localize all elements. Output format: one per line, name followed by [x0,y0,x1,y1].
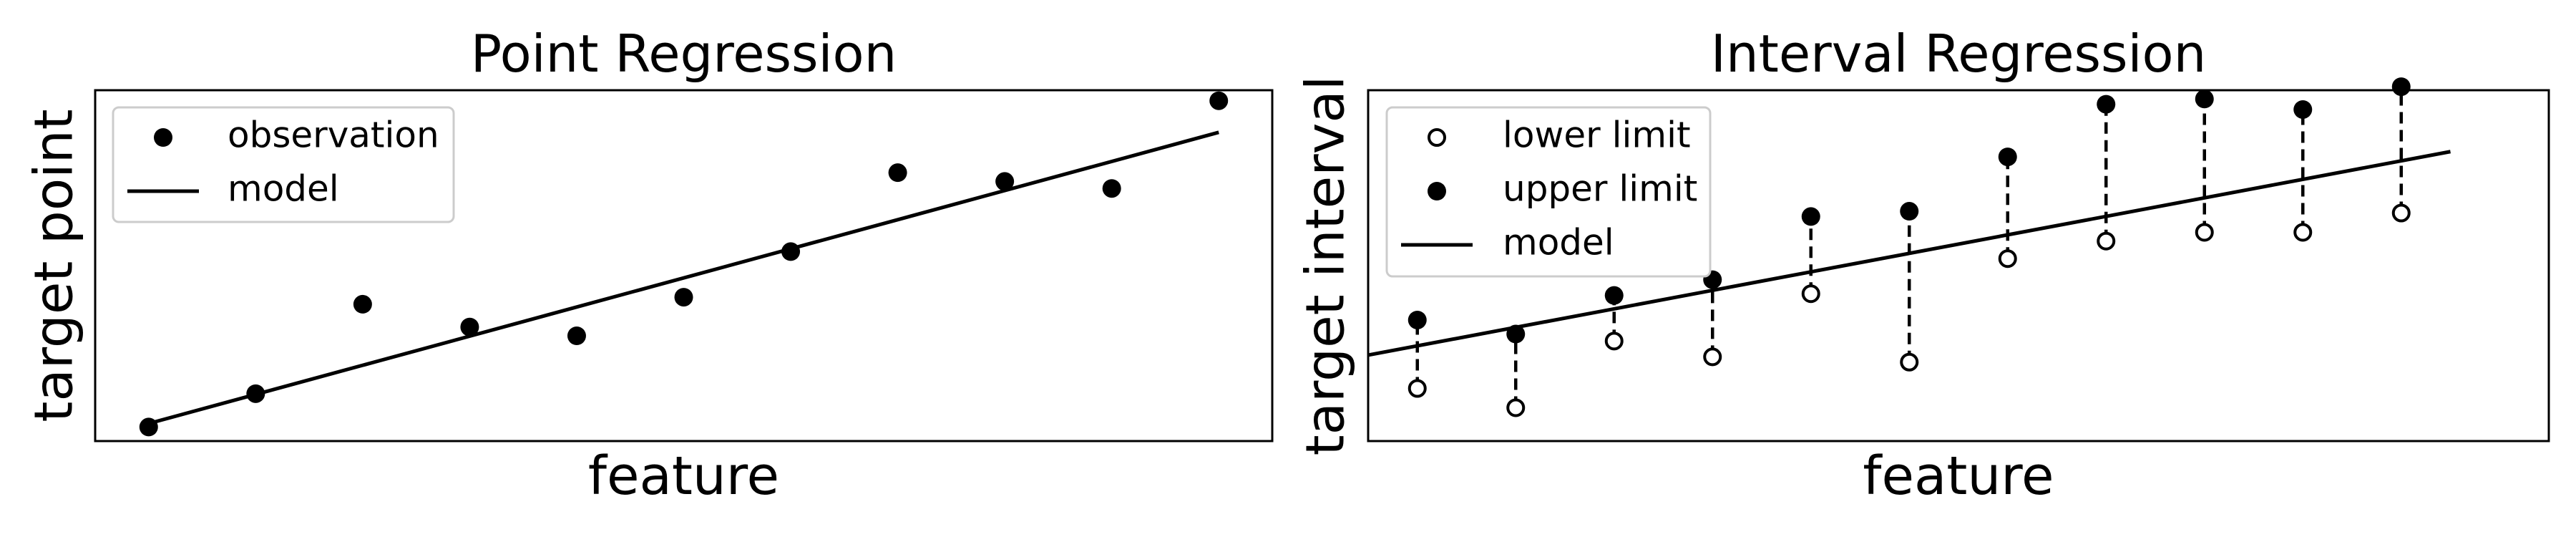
upper-limit-point [2293,100,2313,119]
lower-limit-point [1703,347,1722,367]
upper-limit-point [2391,77,2411,97]
lower-limit-point [1604,332,1624,351]
upper-limit-point [1407,310,1427,329]
interval-regression-title: Interval Regression [1711,24,2206,84]
lower-limit-point [1506,398,1526,417]
observation-point [888,163,907,183]
interval-regression-x-axis-label: feature [1863,445,2054,507]
interval-regression-legend-markers [1401,128,1473,247]
point-regression-panel: Point Regression feature target point ob… [24,24,1274,507]
interval-regression-plot-area [1367,89,2550,442]
legend-label-upper-limit: upper limit [1503,168,1697,210]
observation-point [246,384,265,403]
observation-point [139,417,158,437]
upper-limit-point [1900,202,1919,221]
point-regression-title: Point Regression [471,24,897,84]
upper-limit-point [2097,95,2116,114]
lower-limit-point [1801,284,1820,304]
point-regression-marks [139,91,1229,437]
legend-marker-upper-limit [1428,182,1446,200]
legend-label-model: model [1503,222,1614,263]
observation-point [995,172,1015,191]
interval-regression-legend: lower limit upper limit model [1385,106,1712,278]
observation-point [353,294,372,314]
upper-limit-point [1998,147,2017,167]
point-regression-legend-markers [127,128,199,193]
point-regression-y-axis-label: target point [24,109,85,422]
lower-limit-point [1407,379,1427,398]
legend-label-observation: observation [228,115,439,156]
model-line [1367,150,2451,357]
point-regression-x-axis-label: feature [588,445,779,507]
observation-point [1102,179,1121,198]
model-line [148,130,1219,425]
observation-point [460,317,479,337]
legend-label-model: model [228,168,339,210]
observation-point [1209,91,1229,110]
lower-limit-point [1998,249,2017,268]
interval-regression-panel: Interval Regression feature target inter… [1295,24,2550,507]
lower-limit-point [2195,223,2214,242]
point-regression-legend: observation model [112,106,455,223]
upper-limit-point [1604,286,1624,305]
legend-marker-observation [154,128,172,147]
observation-point [781,242,801,261]
legend-label-lower-limit: lower limit [1503,115,1691,156]
lower-limit-point [2293,223,2313,242]
observation-point [567,326,586,345]
lower-limit-point [1900,352,1919,372]
upper-limit-point [1801,207,1820,226]
observation-point [674,288,693,307]
legend-marker-lower-limit [1428,128,1446,147]
lower-limit-point [2097,231,2116,251]
interval-regression-legend-box [1385,106,1712,278]
point-regression-plot-area [94,89,1274,442]
point-regression-legend-box [112,106,455,223]
upper-limit-point [2195,90,2214,109]
upper-limit-point [1506,324,1526,344]
interval-regression-y-axis-label: target interval [1295,76,1357,456]
lower-limit-point [2391,203,2411,223]
